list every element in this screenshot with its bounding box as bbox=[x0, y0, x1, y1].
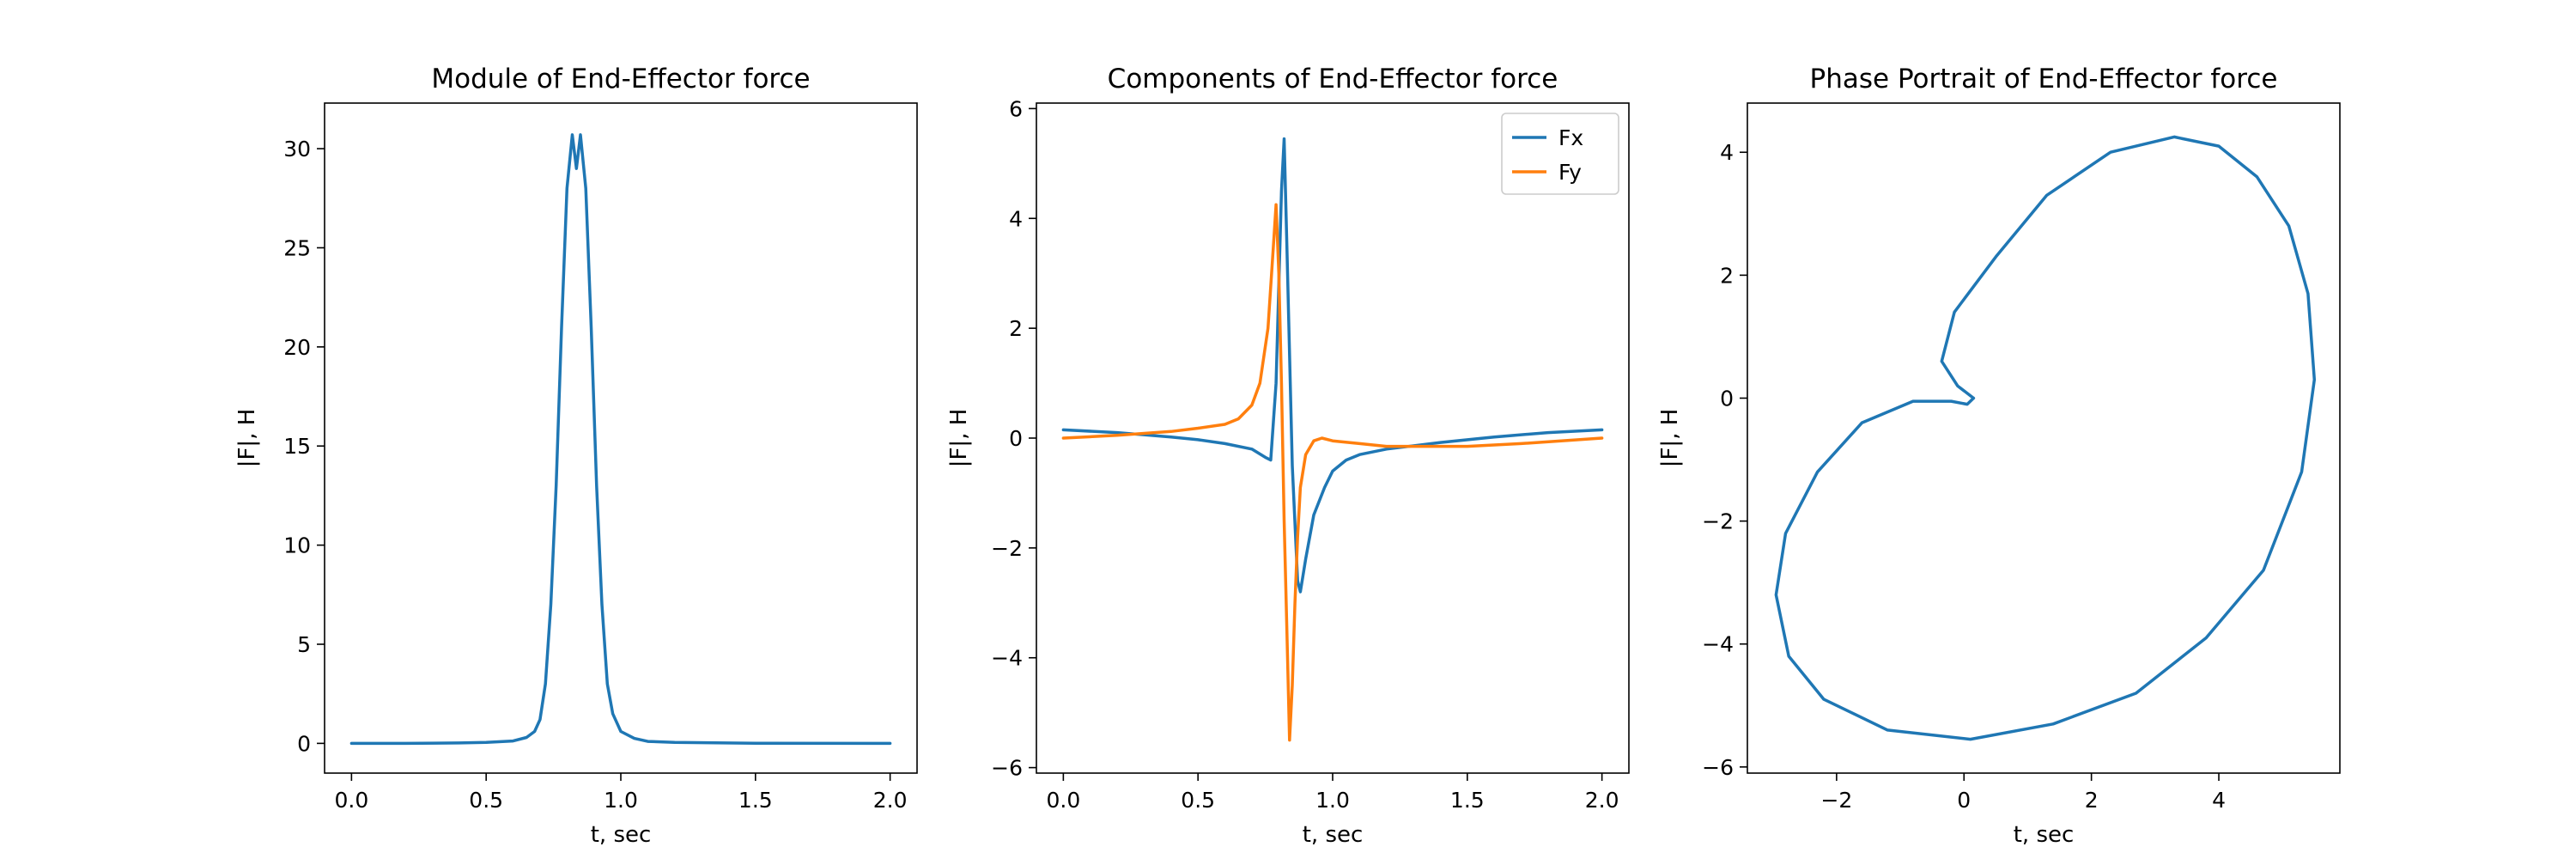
y-tick-label: 0 bbox=[1720, 386, 1734, 411]
x-axis-label: t, sec bbox=[1303, 822, 1364, 848]
components-force-panel: Components of End-Effector force 0.0 0.5 1.… bbox=[946, 64, 1630, 848]
y-tick-label: −4 bbox=[1702, 632, 1734, 657]
y-tick-label: 2 bbox=[1009, 316, 1023, 341]
x-tick-label: 0.0 bbox=[1046, 788, 1080, 813]
x-tick-label: 2.0 bbox=[1585, 788, 1619, 813]
plot-frame bbox=[1036, 102, 1630, 774]
legend-label-fx: Fx bbox=[1558, 125, 1583, 150]
plot-frame bbox=[324, 102, 918, 774]
series-line-0 bbox=[349, 133, 892, 746]
series-line-0 bbox=[1774, 135, 2317, 741]
y-tick-label: 10 bbox=[283, 533, 311, 558]
x-tick-label: 4 bbox=[2212, 788, 2226, 813]
plot-frame bbox=[1747, 102, 2341, 774]
x-tick-label: 1.0 bbox=[1315, 788, 1350, 813]
phase-portrait-panel: Phase Portrait of End-Effector force −2 0 2… bbox=[1657, 64, 2341, 848]
y-tick-label: 4 bbox=[1009, 206, 1023, 231]
x-tick-label: 0 bbox=[1957, 788, 1971, 813]
y-tick-label: −6 bbox=[991, 756, 1023, 781]
chart-title: Components of End-Effector force bbox=[1108, 64, 1558, 94]
x-axis-label: t, sec bbox=[591, 822, 652, 848]
legend-label-fy: Fy bbox=[1558, 160, 1582, 185]
x-tick-label: 1.5 bbox=[1450, 788, 1485, 813]
x-tick-label: 0.5 bbox=[469, 788, 503, 813]
y-tick-label: 5 bbox=[297, 632, 311, 657]
chart-title: Module of End-Effector force bbox=[431, 64, 810, 94]
x-axis-label: t, sec bbox=[2014, 822, 2075, 848]
series-line-fy bbox=[1061, 203, 1604, 742]
legend-box bbox=[1501, 113, 1619, 195]
y-tick-label: 4 bbox=[1720, 140, 1734, 165]
x-tick-label: 2.0 bbox=[873, 788, 908, 813]
y-axis-label: |F|, H bbox=[1657, 409, 1683, 468]
chart-title: Phase Portrait of End-Effector force bbox=[1810, 64, 2278, 94]
series-line-fx bbox=[1061, 137, 1604, 594]
y-tick-label: 0 bbox=[1009, 426, 1023, 451]
y-tick-label: −6 bbox=[1702, 755, 1734, 780]
y-tick-label: 20 bbox=[283, 335, 311, 360]
x-tick-label: 0.0 bbox=[334, 788, 368, 813]
y-tick-label: 30 bbox=[283, 137, 311, 161]
y-tick-label: 6 bbox=[1009, 96, 1023, 121]
y-tick-label: 0 bbox=[297, 731, 311, 756]
y-axis-label: |F|, H bbox=[946, 409, 972, 468]
x-tick-label: 1.5 bbox=[738, 788, 773, 813]
x-tick-label: 1.0 bbox=[604, 788, 638, 813]
x-tick-label: 0.5 bbox=[1181, 788, 1215, 813]
x-tick-label: −2 bbox=[1820, 788, 1852, 813]
y-tick-label: −2 bbox=[1702, 509, 1734, 534]
module-force-panel: Module of End-Effector force 0.0 0.5 1.0 1.5… bbox=[234, 64, 918, 848]
y-tick-label: 25 bbox=[283, 235, 311, 260]
y-tick-label: −2 bbox=[991, 536, 1023, 561]
y-tick-label: −4 bbox=[991, 646, 1023, 671]
x-tick-label: 2 bbox=[2085, 788, 2099, 813]
y-tick-label: 15 bbox=[283, 434, 311, 459]
y-axis-label: |F|, H bbox=[234, 409, 260, 468]
y-tick-label: 2 bbox=[1720, 263, 1734, 288]
